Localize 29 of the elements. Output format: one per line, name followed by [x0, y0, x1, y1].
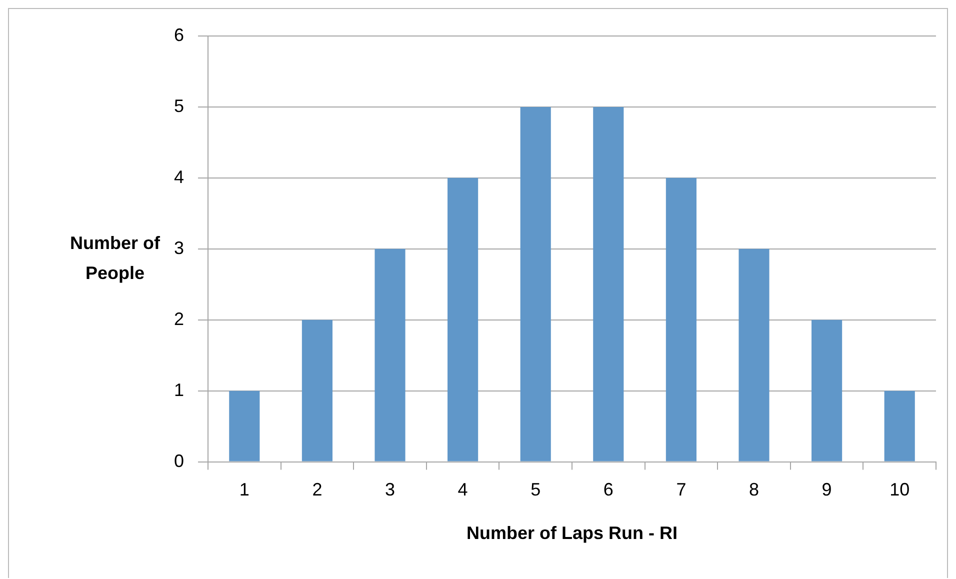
y-tick-label: 4	[174, 166, 184, 187]
x-tick-label: 4	[458, 480, 468, 500]
bar	[593, 106, 624, 462]
bar	[666, 178, 696, 462]
y-tick-label: 5	[174, 96, 184, 116]
x-axis-title: Number of Laps Run - RI	[466, 523, 678, 544]
y-tick-label: 3	[174, 238, 184, 258]
y-axis-title: Number of People	[69, 232, 161, 285]
bar	[812, 320, 842, 462]
y-tick-label: 2	[174, 308, 184, 329]
x-tick-label: 2	[312, 480, 322, 500]
y-tick-label: 6	[174, 24, 184, 45]
bar	[520, 106, 551, 462]
bar	[302, 320, 332, 462]
y-tick-label: 0	[174, 450, 184, 471]
x-tick-label: 3	[385, 480, 396, 500]
x-tick-label: 7	[676, 480, 686, 500]
x-tick-label: 6	[603, 480, 614, 500]
bar	[229, 390, 260, 462]
x-tick-label: 5	[530, 480, 541, 500]
bar	[884, 390, 915, 462]
bar	[738, 248, 770, 462]
bar	[448, 178, 478, 462]
x-tick-label: 10	[890, 480, 910, 500]
x-tick-label: 1	[239, 480, 250, 500]
y-tick-label: 1	[174, 380, 184, 400]
bar	[374, 248, 406, 462]
x-tick-label: 8	[748, 480, 760, 500]
x-tick-label: 9	[822, 480, 832, 500]
